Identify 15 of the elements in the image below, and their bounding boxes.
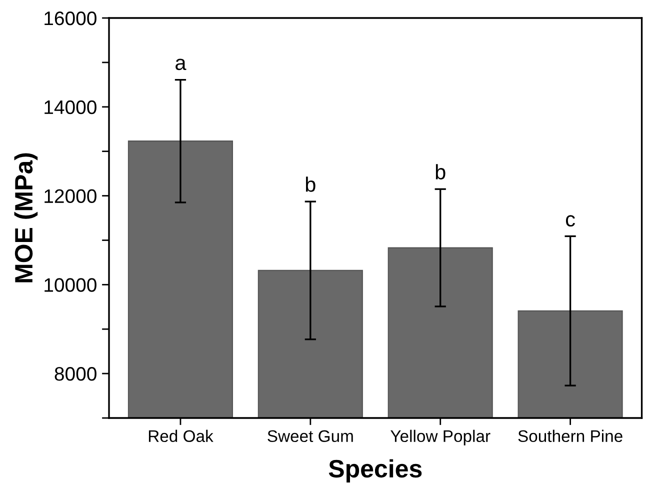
annotation: b — [436, 164, 446, 180]
x-tick-label: Red Oak — [148, 430, 214, 442]
x-axis-title: Species — [328, 459, 422, 483]
annotation: a — [176, 58, 186, 70]
x-tick-label: Southern Pine — [518, 430, 622, 442]
x-tick-label: Sweet Gum — [268, 430, 353, 442]
y-axis-title: MOE (MPa) — [14, 153, 38, 282]
y-tick-label: 14000 — [44, 100, 96, 114]
y-tick-label: 8000 — [54, 367, 96, 381]
x-tick-label: Yellow Poplar — [390, 430, 490, 446]
y-tick-label: 16000 — [44, 11, 96, 26]
y-tick-label: 10000 — [44, 278, 96, 292]
annotation: c — [566, 215, 575, 227]
y-tick-label: 12000 — [44, 189, 96, 204]
annotation: b — [306, 176, 316, 192]
